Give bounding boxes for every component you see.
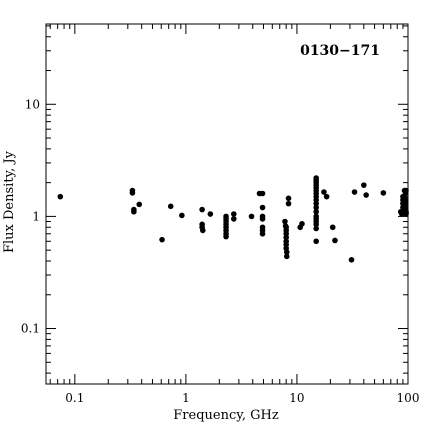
tick-labels: 0.1 1 10 100 0.1 1 10 bbox=[21, 97, 420, 405]
data-point bbox=[403, 187, 409, 194]
data-point bbox=[129, 190, 136, 196]
y-tick-label: 1 bbox=[32, 209, 40, 223]
data-point bbox=[283, 249, 290, 255]
data-point bbox=[348, 257, 355, 263]
axis-ticks bbox=[46, 24, 409, 384]
data-point bbox=[313, 204, 319, 211]
data-point bbox=[259, 204, 266, 211]
data-point bbox=[313, 238, 319, 245]
data-point bbox=[131, 208, 137, 215]
data-point bbox=[323, 193, 330, 200]
data-point bbox=[230, 211, 237, 217]
x-axis-label: Frequency, GHz bbox=[173, 408, 279, 423]
data-point bbox=[200, 227, 206, 234]
data-point bbox=[313, 221, 319, 228]
data-point bbox=[248, 213, 255, 220]
data-point bbox=[313, 208, 319, 215]
data-point bbox=[361, 182, 367, 188]
chart-title: 0130−171 bbox=[300, 43, 380, 59]
data-point bbox=[363, 192, 369, 198]
data-point bbox=[57, 193, 64, 200]
data-point bbox=[282, 218, 288, 225]
x-tick-label: 1 bbox=[182, 391, 190, 405]
data-point bbox=[167, 203, 174, 210]
y-tick-label: 0.1 bbox=[21, 322, 40, 336]
x-tick-label: 0.1 bbox=[65, 391, 84, 405]
data-point bbox=[223, 233, 229, 240]
data-point bbox=[321, 189, 327, 195]
plot-border bbox=[45, 23, 409, 385]
data-point bbox=[329, 224, 336, 231]
data-point bbox=[351, 189, 358, 195]
data-point bbox=[259, 216, 266, 222]
data-point bbox=[283, 253, 290, 260]
data-point bbox=[283, 234, 289, 241]
data-point bbox=[380, 190, 387, 196]
data-point bbox=[207, 211, 214, 217]
data-point bbox=[285, 195, 292, 202]
data-point bbox=[230, 216, 237, 222]
data-point bbox=[402, 202, 409, 209]
data-point bbox=[285, 200, 292, 207]
data-point bbox=[313, 200, 319, 207]
y-axis-label: Flux Density, Jy bbox=[2, 150, 17, 253]
plot-frame bbox=[45, 23, 409, 385]
data-point bbox=[332, 237, 338, 244]
data-point bbox=[136, 201, 143, 208]
data-point bbox=[259, 230, 266, 237]
y-tick-label: 10 bbox=[25, 97, 40, 111]
data-points bbox=[57, 175, 409, 263]
x-tick-label: 100 bbox=[397, 391, 420, 405]
data-point bbox=[259, 190, 266, 197]
data-point bbox=[159, 236, 165, 243]
data-point bbox=[199, 206, 205, 213]
data-point bbox=[179, 212, 185, 219]
x-tick-label: 10 bbox=[289, 391, 304, 405]
data-point bbox=[403, 208, 409, 215]
data-point bbox=[299, 220, 305, 227]
data-point bbox=[313, 225, 319, 232]
